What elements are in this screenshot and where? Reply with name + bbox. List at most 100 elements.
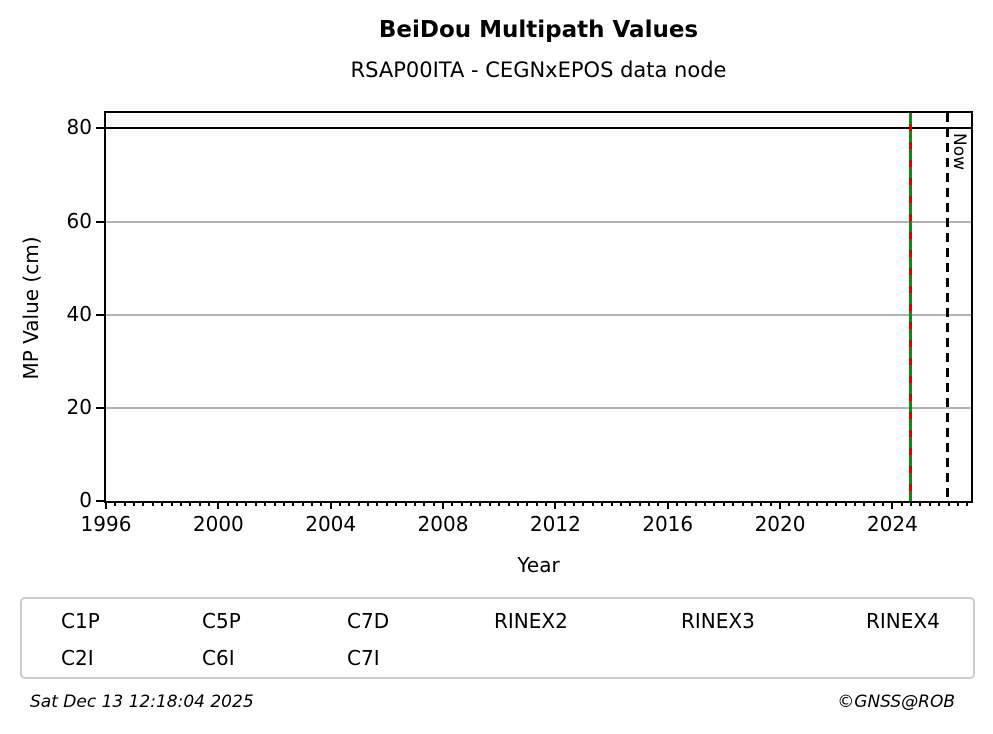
legend-label-C2I: C2I <box>61 646 94 670</box>
x-minor-tick <box>732 501 735 506</box>
x-minor-tick <box>207 501 210 506</box>
y-tick <box>96 127 104 130</box>
gridline <box>106 406 971 409</box>
x-major-tick <box>105 501 107 509</box>
x-major-tick <box>329 501 332 509</box>
x-minor-tick <box>788 501 791 506</box>
chart-subtitle: RSAP00ITA - CEGNxEPOS data node <box>350 58 727 82</box>
data-point-RINEX3 <box>942 117 950 125</box>
y-tick-label: 40 <box>66 301 92 326</box>
x-tick-label: 2004 <box>305 512 357 536</box>
x-minor-tick <box>236 501 239 506</box>
x-minor-tick <box>647 501 650 506</box>
x-minor-tick <box>638 501 641 506</box>
x-minor-tick <box>816 501 819 506</box>
x-minor-tick <box>900 501 903 506</box>
legend-label-RINEX3: RINEX3 <box>681 609 755 633</box>
x-minor-tick <box>226 501 229 506</box>
x-minor-tick <box>535 501 538 506</box>
x-minor-tick <box>619 501 622 506</box>
x-minor-tick <box>254 501 257 506</box>
chart-title: BeiDou Multipath Values <box>378 17 699 43</box>
x-minor-tick <box>161 501 164 506</box>
legend-label-C7D: C7D <box>347 609 390 633</box>
x-minor-tick <box>928 501 931 506</box>
x-minor-tick <box>507 501 510 506</box>
legend-label-C1P: C1P <box>61 609 100 633</box>
x-minor-tick <box>591 501 594 506</box>
now-line <box>945 113 949 501</box>
y-tick <box>96 220 104 223</box>
x-major-tick <box>217 501 220 509</box>
x-minor-tick <box>282 501 285 506</box>
x-minor-tick <box>301 501 304 506</box>
x-minor-tick <box>451 501 454 506</box>
x-major-tick <box>554 501 557 509</box>
x-minor-tick <box>769 501 772 506</box>
y-tick-label: 20 <box>66 394 92 419</box>
x-minor-tick <box>601 501 604 506</box>
x-major-tick <box>779 501 782 509</box>
x-minor-tick <box>264 501 267 506</box>
y-tick <box>96 406 104 409</box>
x-minor-tick <box>966 501 969 506</box>
x-tick-label: 2024 <box>866 512 918 536</box>
y-tick <box>96 500 104 502</box>
x-minor-tick <box>123 501 126 506</box>
legend-label-C7I: C7I <box>347 646 380 670</box>
x-minor-tick <box>863 501 866 506</box>
legend-label-RINEX2: RINEX2 <box>494 609 568 633</box>
x-minor-tick <box>910 501 913 506</box>
x-minor-tick <box>189 501 192 506</box>
x-minor-tick <box>947 501 950 506</box>
legend-label-C6I: C6I <box>202 646 235 670</box>
x-minor-tick <box>573 501 576 506</box>
x-major-tick <box>442 501 444 509</box>
x-minor-tick <box>142 501 145 506</box>
x-minor-tick <box>722 501 725 506</box>
x-minor-tick <box>750 501 753 506</box>
x-minor-tick <box>357 501 360 506</box>
y-tick-label: 80 <box>66 115 92 140</box>
x-minor-tick <box>198 501 201 506</box>
legend: C1P C5P C7D RINEX2 RINEX3 RINEX4 C2I C6I C7I <box>20 597 975 679</box>
x-minor-tick <box>498 501 501 506</box>
x-major-tick <box>666 501 669 509</box>
x-minor-tick <box>807 501 810 506</box>
x-minor-tick <box>460 501 463 506</box>
x-minor-tick <box>825 501 828 506</box>
x-minor-tick <box>704 501 707 506</box>
x-minor-tick <box>376 501 379 506</box>
x-minor-tick <box>610 501 613 506</box>
timestamp-text: Sat Dec 13 12:18:04 2025 <box>30 692 254 712</box>
gridline <box>106 220 971 223</box>
x-minor-tick <box>872 501 875 506</box>
legend-marker-RINEX3 <box>660 616 669 625</box>
x-minor-tick <box>348 501 351 506</box>
y-tick-label: 60 <box>66 208 92 233</box>
x-minor-tick <box>479 501 482 506</box>
credit-text: ©GNSS@ROB <box>837 692 955 712</box>
x-minor-tick <box>835 501 838 506</box>
x-minor-tick <box>245 501 248 506</box>
x-minor-tick <box>488 501 491 506</box>
x-minor-tick <box>292 501 295 506</box>
x-minor-tick <box>423 501 426 506</box>
x-minor-tick <box>694 501 697 506</box>
x-axis-label: Year <box>517 553 560 577</box>
x-minor-tick <box>844 501 847 506</box>
x-minor-tick <box>676 501 679 506</box>
gridline <box>106 313 971 316</box>
plot-area: 0 20 40 60 80 1996 2000 2004 2008 2012 2016 2020 202… <box>67 111 973 536</box>
x-minor-tick <box>741 501 744 506</box>
x-minor-tick <box>470 501 473 506</box>
threshold-line <box>106 127 971 130</box>
x-minor-tick <box>151 501 154 506</box>
legend-marker-RINEX2 <box>473 616 482 625</box>
x-minor-tick <box>713 501 716 506</box>
x-minor-tick <box>582 501 585 506</box>
x-minor-tick <box>413 501 416 506</box>
x-minor-tick <box>563 501 566 506</box>
x-minor-tick <box>114 501 117 506</box>
